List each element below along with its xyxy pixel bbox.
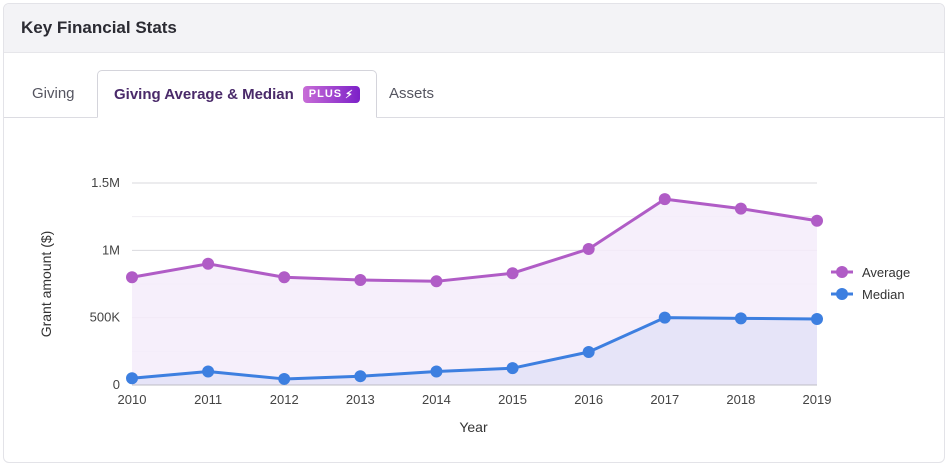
key-financial-stats-card: Key Financial Stats Giving Giving Averag… xyxy=(3,3,945,463)
plus-badge: PLUS ⚡︎ xyxy=(302,85,360,103)
x-tick-label: 2017 xyxy=(650,392,679,407)
legend-swatch-marker xyxy=(836,288,848,300)
median-point xyxy=(202,365,215,378)
x-tick-label: 2019 xyxy=(803,392,832,407)
x-tick-label: 2012 xyxy=(270,392,299,407)
median-point xyxy=(582,346,595,359)
average-point xyxy=(354,273,367,286)
giving-average-median-chart: 0 500K 1M 1.5M 2010 2011 2012 2013 2014 2015 2016 2… xyxy=(38,175,910,435)
legend-label: Average xyxy=(862,265,910,280)
average-point xyxy=(278,271,291,284)
median-line xyxy=(131,316,818,381)
x-tick-label: 2010 xyxy=(118,392,147,407)
tab-giving[interactable]: Giving xyxy=(32,70,75,117)
legend-swatch-marker xyxy=(836,266,848,278)
x-tick-label: 2013 xyxy=(346,392,375,407)
average-point xyxy=(506,267,519,280)
x-tick-label: 2014 xyxy=(422,392,451,407)
x-tick-label: 2015 xyxy=(498,392,527,407)
tab-label: Giving Average & Median xyxy=(114,85,294,103)
card-header: Key Financial Stats xyxy=(4,4,944,53)
y-tick-label: 0 xyxy=(113,377,120,392)
y-tick-label: 500K xyxy=(90,310,121,325)
x-axis-title: Year xyxy=(459,419,488,435)
average-point xyxy=(658,193,671,206)
average-point xyxy=(126,271,138,284)
average-point xyxy=(202,257,215,270)
median-point xyxy=(430,365,443,378)
tab-label: Giving xyxy=(32,85,75,102)
median-point xyxy=(278,372,291,385)
median-point xyxy=(354,370,367,383)
median-area xyxy=(132,317,817,385)
x-tick-label: 2011 xyxy=(194,392,222,407)
chart-area: 0 500K 1M 1.5M 2010 2011 2012 2013 2014 2015 2016 2… xyxy=(4,117,944,462)
average-point xyxy=(430,275,443,288)
average-point xyxy=(734,202,747,215)
tab-label: Assets xyxy=(389,85,435,102)
tab-assets[interactable]: Assets xyxy=(389,70,434,117)
y-tick-label: 1.5M xyxy=(91,175,120,190)
tab-giving-average-median[interactable]: Giving Average & Median PLUS ⚡︎ xyxy=(97,70,377,118)
y-tick-label: 1M xyxy=(102,242,120,257)
bolt-icon: ⚡︎ xyxy=(345,88,354,101)
median-point xyxy=(734,312,747,325)
median-point xyxy=(126,372,138,385)
median-point xyxy=(658,311,671,324)
median-point xyxy=(506,362,519,375)
average-point xyxy=(811,214,823,227)
tab-bar: Giving Giving Average & Median PLUS ⚡︎ A… xyxy=(4,53,944,118)
average-point xyxy=(582,242,595,255)
card-title: Key Financial Stats xyxy=(21,18,177,37)
median-point xyxy=(811,313,823,326)
legend-label: Median xyxy=(862,287,905,302)
x-tick-label: 2016 xyxy=(574,392,603,407)
average-line xyxy=(131,197,818,283)
y-axis-title: Grant amount ($) xyxy=(38,231,54,338)
plus-badge-label: PLUS xyxy=(308,88,343,100)
x-tick-label: 2018 xyxy=(726,392,755,407)
